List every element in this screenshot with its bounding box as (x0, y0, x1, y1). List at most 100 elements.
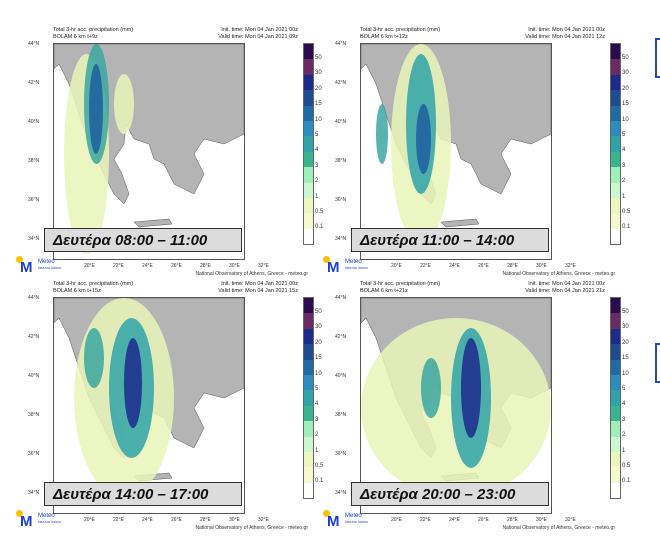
colorbar-swatch (611, 390, 620, 406)
panel-header-right: Init. time: Mon 04 Jan 2021 00z Valid tim… (525, 281, 605, 295)
colorbar-swatch (611, 344, 620, 360)
colorbar-swatch (611, 105, 620, 121)
colorbar-swatch (304, 228, 313, 245)
colorbar-level: 4 (622, 401, 626, 408)
colorbar-swatch (611, 436, 620, 452)
colorbar-swatch (304, 167, 313, 183)
colorbar (610, 297, 621, 499)
lat-tick-label: 44°N (28, 295, 40, 301)
colorbar-level: 2 (315, 432, 319, 439)
colorbar-swatch (611, 59, 620, 75)
colorbar-swatch (611, 359, 620, 375)
lat-tick-label: 36°N (28, 197, 40, 203)
colorbar (303, 297, 314, 499)
lat-tick-label: 38°N (28, 158, 40, 164)
valid-time: Valid time: Mon 04 Jan 2021 15z (218, 288, 298, 294)
colorbar-level: 15 (315, 355, 322, 362)
colorbar-swatch (611, 197, 620, 214)
colorbar-level: 3 (622, 162, 626, 169)
colorbar-level: 50 (315, 309, 322, 315)
colorbar-level: 5 (315, 132, 319, 138)
colorbar-level: 50 (622, 55, 629, 61)
colorbar-swatch (304, 436, 313, 452)
lon-tick-label: 26°E (478, 263, 489, 269)
model-run: BOLAM 6 km t+9z (53, 34, 98, 40)
colorbar-swatch (611, 374, 620, 391)
lat-tick-label: 34°N (335, 490, 347, 496)
panel-header-left: Total 3-hr acc. precipitation (mm) BOLAM … (53, 27, 133, 41)
lat-tick-label: 44°N (28, 41, 40, 47)
forecast-panel: Total 3-hr acc. precipitation (mm) BOLAM … (0, 254, 324, 531)
model-run: BOLAM 6 km t+21z (360, 288, 408, 294)
colorbar-level: 15 (622, 355, 629, 362)
colorbar-level: 2 (315, 178, 319, 185)
forecast-panel: Total 3-hr acc. precipitation (mm) BOLAM … (0, 0, 324, 277)
meteo-logo: M Meteo Nea tou kairou (323, 510, 378, 530)
precip-area (416, 104, 431, 174)
init-time: Init. time: Mon 04 Jan 2021 00z (528, 27, 605, 33)
colorbar-swatch (304, 328, 313, 345)
credit-text: National Observatory of Athens, Greece -… (195, 271, 308, 277)
credit-text: National Observatory of Athens, Greece -… (195, 525, 308, 531)
model-run: BOLAM 6 km t+15z (53, 288, 101, 294)
colorbar-level: 15 (622, 101, 629, 108)
lat-tick-label: 36°N (335, 451, 347, 457)
colorbar-level: 3 (315, 416, 319, 423)
colorbar-level: 5 (622, 132, 626, 138)
lat-tick-label: 40°N (28, 373, 40, 379)
colorbar-swatch (611, 136, 620, 152)
meteo-logo: M Meteo Nea tou kairou (16, 510, 71, 530)
colorbar-level: 1 (622, 447, 626, 454)
colorbar-swatch (304, 451, 313, 468)
lon-tick-label: 28°E (200, 263, 211, 269)
colorbar-swatch (611, 213, 620, 229)
colorbar-level: 0.5 (315, 209, 324, 215)
precip-area (461, 338, 481, 438)
panel-header-right: Init. time: Mon 04 Jan 2021 00z Valid tim… (218, 281, 298, 295)
precipitation-map (53, 43, 245, 260)
colorbar-level: 50 (315, 55, 322, 61)
colorbar-level: 0.5 (315, 463, 324, 469)
lon-tick-label: 22°E (420, 517, 431, 523)
lon-tick-label: 20°E (84, 263, 95, 269)
colorbar-swatch (304, 421, 313, 437)
colorbar-swatch (611, 313, 620, 329)
colorbar-level: 0.1 (622, 224, 631, 231)
lat-tick-label: 34°N (28, 236, 40, 242)
precip-area (124, 338, 142, 428)
precip-area (84, 328, 104, 388)
lon-tick-label: 22°E (113, 517, 124, 523)
colorbar-level: 0.5 (622, 209, 631, 215)
precipitation-map (53, 297, 245, 514)
lon-tick-label: 28°E (507, 263, 518, 269)
lon-tick-label: 20°E (84, 517, 95, 523)
colorbar-level: 15 (315, 101, 322, 108)
colorbar-swatch (611, 74, 620, 91)
colorbar-swatch (611, 328, 620, 345)
lat-tick-label: 34°N (335, 236, 347, 242)
colorbar-level: 1 (622, 193, 626, 200)
colorbar-level: 0.1 (315, 224, 324, 231)
lon-tick-label: 22°E (420, 263, 431, 269)
crete-island (440, 218, 480, 228)
panel-title: Total 3-hr acc. precipitation (mm) (360, 281, 441, 287)
colorbar-level: 1 (315, 193, 319, 200)
colorbar-swatch (304, 213, 313, 229)
time-window-label: Δευτέρα 11:00 – 14:00 (351, 228, 549, 252)
init-time: Init. time: Mon 04 Jan 2021 00z (528, 281, 605, 287)
colorbar-level: 4 (315, 401, 319, 408)
lon-tick-label: 32°E (258, 517, 269, 523)
land-mass (361, 44, 551, 205)
panel-header-right: Init. time: Mon 04 Jan 2021 00z Valid tim… (525, 27, 605, 41)
lon-tick-label: 32°E (565, 517, 576, 523)
lat-tick-label: 40°N (335, 373, 347, 379)
precip-area (89, 64, 103, 154)
lat-tick-label: 38°N (335, 412, 347, 418)
forecast-panel: Total 3-hr acc. precipitation (mm) BOLAM … (307, 0, 631, 277)
colorbar-swatch (304, 90, 313, 106)
valid-time: Valid time: Mon 04 Jan 2021 09z (218, 34, 298, 40)
colorbar-swatch (611, 182, 620, 198)
precipitation-map (360, 297, 552, 514)
lon-tick-label: 32°E (565, 263, 576, 269)
colorbar-level: 30 (315, 324, 322, 331)
